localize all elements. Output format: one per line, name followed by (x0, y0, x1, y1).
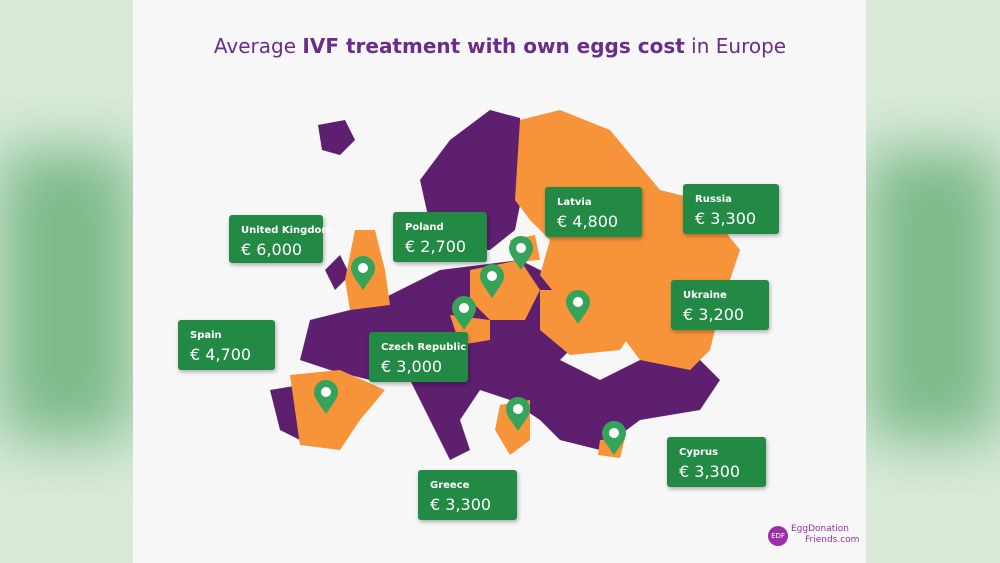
blur-left (0, 150, 133, 440)
country: Ukraine (683, 290, 727, 301)
logo-badge: EDF (768, 526, 788, 546)
logo-line: EggDonation (791, 524, 850, 534)
label-box: Latvia € 4,800 (545, 187, 642, 237)
label-box: Spain € 4,700 (178, 320, 275, 370)
country: Spain (190, 330, 222, 341)
country: Latvia (557, 197, 592, 208)
country: Poland (405, 222, 444, 233)
pins (314, 236, 626, 455)
price: € 3,200 (683, 305, 745, 324)
country: Russia (695, 194, 732, 205)
label-box: Poland € 2,700 (393, 212, 487, 262)
price: € 3,300 (679, 462, 741, 481)
price: € 4,700 (190, 345, 252, 364)
logo: EggDonation Friends.com (791, 524, 859, 546)
logo-line: Friends.com (805, 535, 860, 545)
label-box: Czech Republic € 3,000 (369, 332, 468, 382)
price: € 3,300 (695, 209, 757, 228)
title-text: Average (213, 34, 297, 58)
price: € 6,000 (241, 240, 303, 259)
country: Czech Republic (381, 342, 467, 353)
label-box: Russia € 3,300 (683, 184, 779, 234)
label-box: Greece € 3,300 (418, 470, 517, 520)
title-text: in Europe (691, 34, 787, 58)
label-box: United Kingdom € 6,000 (229, 215, 332, 263)
blur-right (866, 150, 1000, 440)
price: € 2,700 (405, 237, 467, 256)
price: € 3,300 (430, 495, 492, 514)
country: Greece (430, 480, 470, 491)
price: € 4,800 (557, 212, 619, 231)
title: Average IVF treatment with own eggs cost… (0, 34, 1000, 58)
title-bold: IVF treatment with own eggs cost (302, 34, 685, 58)
country: Cyprus (679, 447, 719, 458)
price: € 3,000 (381, 357, 443, 376)
country: United Kingdom (241, 225, 332, 236)
label-box: Ukraine € 3,200 (671, 280, 769, 330)
label-box: Cyprus € 3,300 (667, 437, 766, 487)
